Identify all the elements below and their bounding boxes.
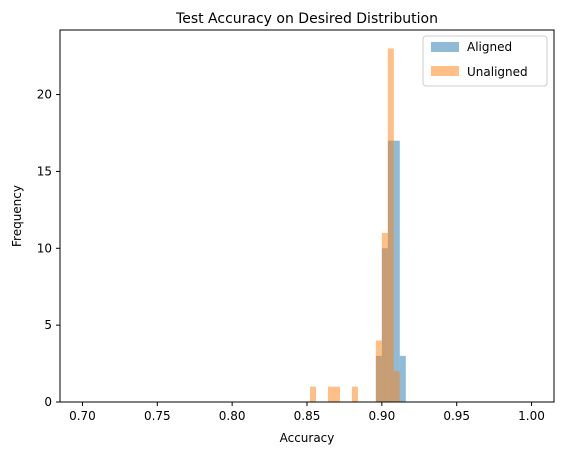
bar-unaligned-2 bbox=[333, 386, 340, 402]
x-tick-label-0: 0.70 bbox=[69, 409, 96, 423]
x-tick-label-3: 0.85 bbox=[294, 409, 321, 423]
bar-unaligned-3 bbox=[351, 386, 358, 402]
y-tick-label-4: 20 bbox=[37, 88, 52, 102]
legend-swatch-aligned bbox=[431, 42, 459, 52]
y-tick-label-0: 0 bbox=[44, 395, 52, 409]
bar-unaligned-0 bbox=[309, 386, 316, 402]
legend-swatch-unaligned bbox=[431, 66, 459, 76]
x-tick-label-2: 0.80 bbox=[219, 409, 246, 423]
bar-unaligned-7 bbox=[393, 371, 400, 402]
chart-title: Test Accuracy on Desired Distribution bbox=[175, 11, 438, 27]
bar-unaligned-4 bbox=[375, 340, 382, 402]
x-tick-label-6: 1.00 bbox=[518, 409, 545, 423]
x-tick-label-5: 0.95 bbox=[443, 409, 470, 423]
legend-label-unaligned: Unaligned bbox=[467, 65, 528, 79]
bar-aligned-3 bbox=[393, 140, 400, 402]
y-axis-label: Frequency bbox=[10, 185, 24, 247]
bar-unaligned-1 bbox=[327, 386, 334, 402]
y-tick-label-3: 15 bbox=[37, 164, 52, 178]
x-tick-label-1: 0.75 bbox=[144, 409, 171, 423]
bars-layer bbox=[309, 48, 406, 402]
bar-unaligned-6 bbox=[387, 48, 394, 402]
y-axis-ticks: 0 5 10 15 20 bbox=[37, 88, 60, 409]
legend-label-aligned: Aligned bbox=[467, 40, 512, 54]
y-tick-label-1: 5 bbox=[44, 318, 52, 332]
x-axis-ticks: 0.70 0.75 0.80 0.85 0.90 0.95 1.00 bbox=[69, 402, 545, 423]
y-tick-label-2: 10 bbox=[37, 241, 52, 255]
legend: Aligned Unaligned bbox=[422, 35, 548, 87]
bar-unaligned-5 bbox=[381, 232, 388, 402]
x-axis-label: Accuracy bbox=[280, 431, 335, 445]
bar-aligned-4 bbox=[399, 355, 406, 402]
x-tick-label-4: 0.90 bbox=[368, 409, 395, 423]
